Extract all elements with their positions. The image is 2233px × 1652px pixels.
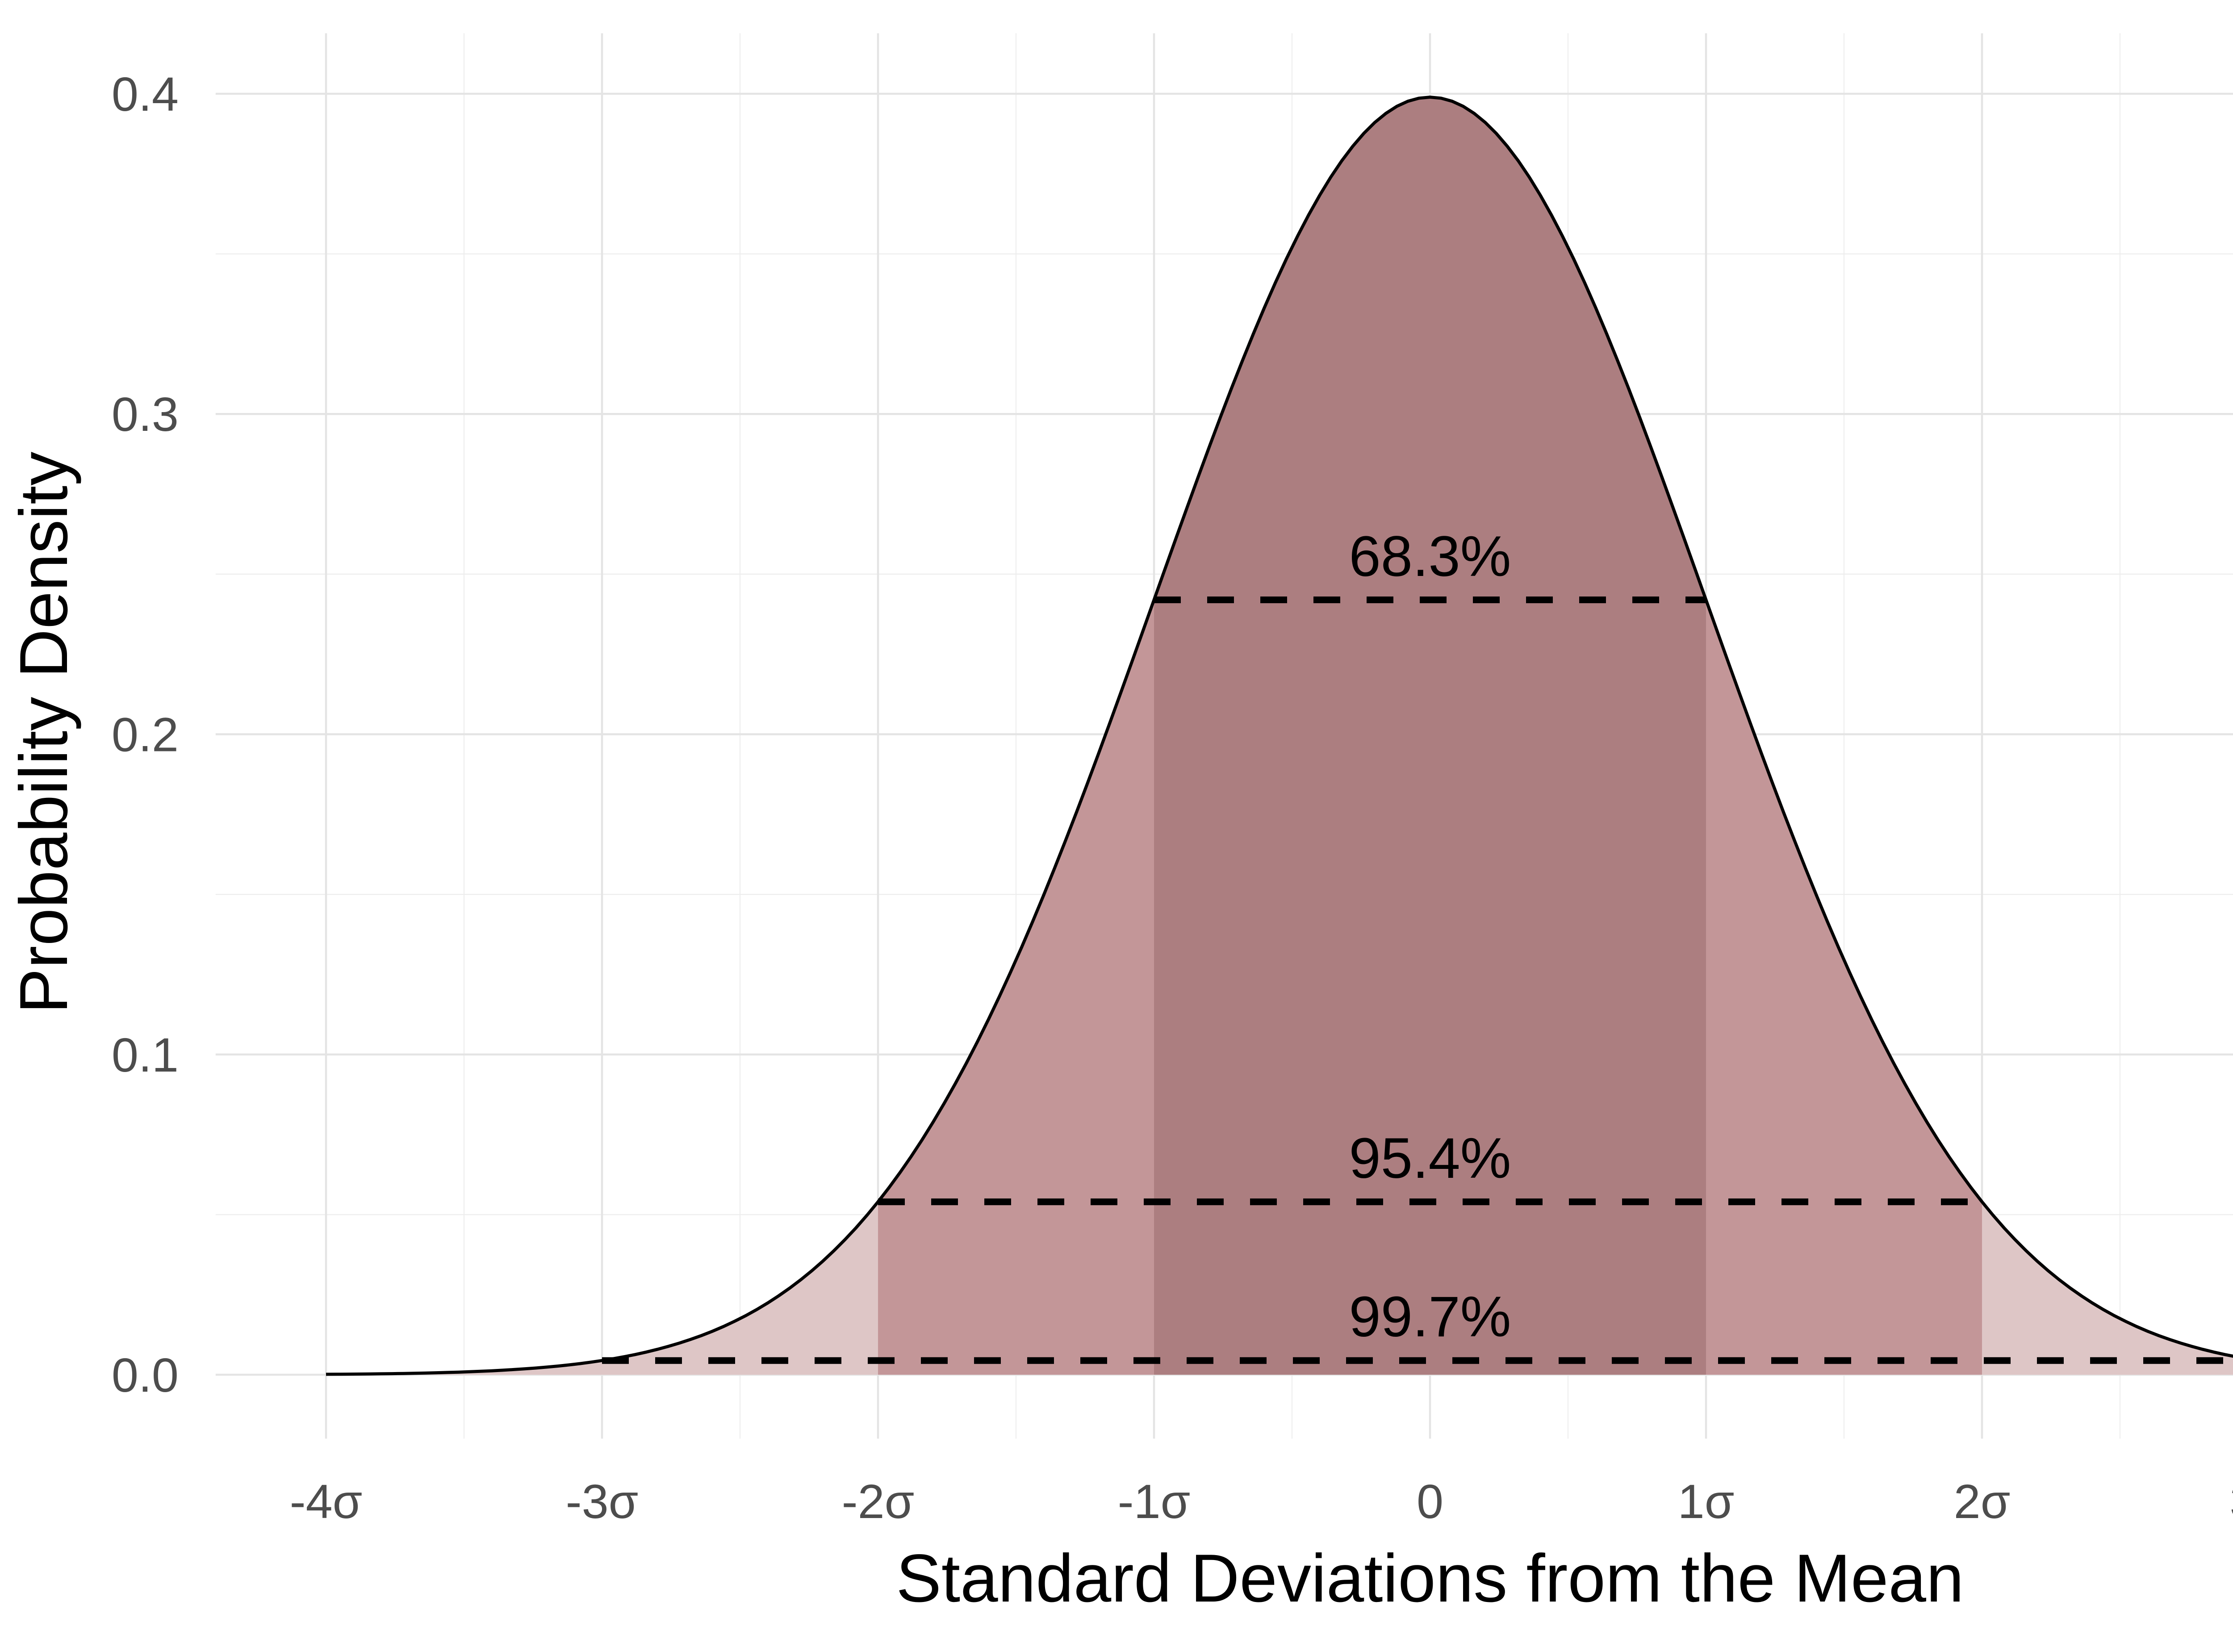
svg-text:0: 0	[1417, 1474, 1443, 1528]
svg-text:0.2: 0.2	[112, 708, 179, 762]
svg-text:Standard Deviations from the M: Standard Deviations from the Mean	[896, 1540, 1964, 1616]
svg-text:0.0: 0.0	[112, 1348, 179, 1402]
svg-text:-1σ: -1σ	[1118, 1474, 1191, 1528]
svg-text:99.7%: 99.7%	[1349, 1285, 1511, 1349]
svg-text:Probability Density: Probability Density	[6, 452, 82, 1014]
svg-text:3σ: 3σ	[2230, 1474, 2233, 1528]
svg-text:-4σ: -4σ	[290, 1474, 363, 1528]
svg-text:0.4: 0.4	[112, 67, 179, 121]
svg-text:-3σ: -3σ	[566, 1474, 639, 1528]
svg-text:1σ: 1σ	[1678, 1474, 1735, 1528]
svg-text:68.3%: 68.3%	[1349, 525, 1511, 588]
svg-text:-2σ: -2σ	[842, 1474, 915, 1528]
svg-text:2σ: 2σ	[1954, 1474, 2011, 1528]
svg-text:0.1: 0.1	[112, 1028, 179, 1082]
svg-text:0.3: 0.3	[112, 387, 179, 441]
svg-text:95.4%: 95.4%	[1349, 1126, 1511, 1190]
